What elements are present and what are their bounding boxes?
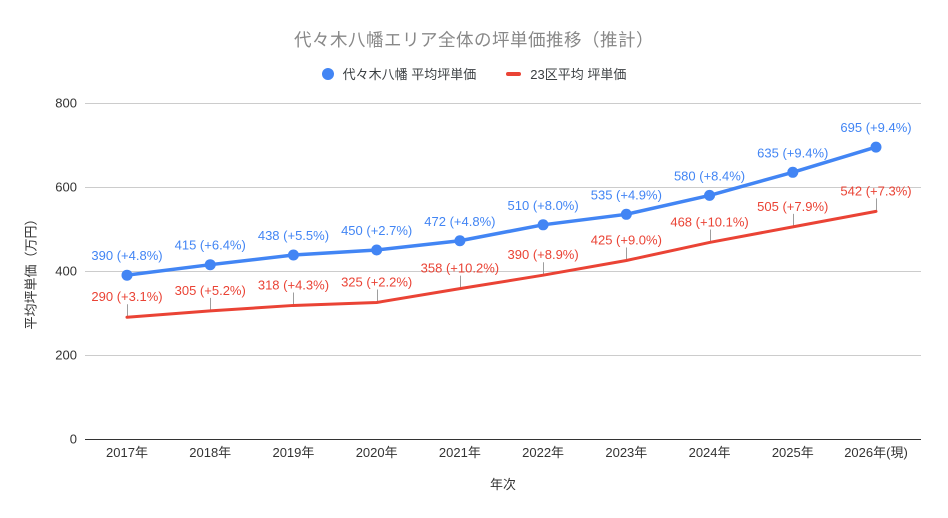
data-point-0 <box>287 249 299 261</box>
data-point-0 <box>371 244 383 256</box>
point-annotation-1: 542 (+7.3%) <box>840 183 911 198</box>
x-tick-label: 2020年 <box>356 445 398 460</box>
x-tick-label: 2018年 <box>189 445 231 460</box>
point-annotation-1: 318 (+4.3%) <box>258 277 329 292</box>
chart-title: 代々木八幡エリア全体の坪単価推移（推計） <box>294 30 654 50</box>
x-tick-label: 2023年 <box>605 445 647 460</box>
x-tick-label: 2021年 <box>439 445 481 460</box>
data-point-0 <box>620 208 632 220</box>
x-tick-label: 2025年 <box>772 445 814 460</box>
data-point-0 <box>787 166 799 178</box>
x-tick-label: 2026年(現) <box>844 445 908 460</box>
y-tick-label: 400 <box>55 264 77 279</box>
point-annotation-1: 505 (+7.9%) <box>757 199 828 214</box>
x-axis-title: 年次 <box>489 477 516 492</box>
y-tick-label: 800 <box>55 96 77 111</box>
point-annotation-1: 468 (+10.1%) <box>670 214 748 229</box>
y-tick-label: 200 <box>55 348 77 363</box>
legend-circle-marker-icon <box>321 67 334 80</box>
point-annotation-0: 580 (+8.4%) <box>674 168 745 183</box>
legend-label: 代々木八幡 平均坪単価 <box>342 67 477 82</box>
point-annotation-1: 425 (+9.0%) <box>591 233 662 248</box>
point-annotation-0: 438 (+5.5%) <box>258 228 329 243</box>
x-tick-label: 2017年 <box>106 445 148 460</box>
point-annotation-0: 450 (+2.7%) <box>341 223 412 238</box>
legend-label: 23区平均 坪単価 <box>530 67 627 82</box>
data-point-0 <box>121 269 133 281</box>
legend-item-yoyogihachiman: 代々木八幡 平均坪単価 <box>321 64 477 83</box>
data-point-0 <box>537 219 549 231</box>
legend: 代々木八幡 平均坪単価 23区平均 坪単価 <box>0 64 948 83</box>
y-tick-label: 600 <box>55 180 77 195</box>
series-line-0 <box>125 145 878 277</box>
x-tick-label: 2019年 <box>272 445 314 460</box>
point-annotation-0: 390 (+4.8%) <box>91 248 162 263</box>
point-annotation-1: 305 (+5.2%) <box>175 283 246 298</box>
legend-line-marker-icon <box>506 71 522 76</box>
point-annotation-0: 695 (+9.4%) <box>840 120 911 135</box>
point-annotation-0: 472 (+4.8%) <box>424 214 495 229</box>
point-annotation-0: 415 (+6.4%) <box>175 238 246 253</box>
point-annotation-0: 510 (+8.0%) <box>508 198 579 213</box>
data-point-0 <box>704 189 716 201</box>
point-annotation-1: 325 (+2.2%) <box>341 275 412 290</box>
point-annotation-1: 390 (+8.9%) <box>508 247 579 262</box>
point-annotation-1: 290 (+3.1%) <box>91 289 162 304</box>
point-annotation-0: 635 (+9.4%) <box>757 145 828 160</box>
y-axis-title: 平均坪単価（万円） <box>23 212 39 330</box>
data-point-0 <box>204 259 216 271</box>
data-point-0 <box>870 141 882 153</box>
x-tick-label: 2024年 <box>689 445 731 460</box>
x-tick-label: 2022年 <box>522 445 564 460</box>
point-annotation-1: 358 (+10.2%) <box>421 261 499 276</box>
y-tick-label: 0 <box>70 432 77 447</box>
point-annotation-0: 535 (+4.9%) <box>591 187 662 202</box>
series-line-1 <box>125 209 878 319</box>
data-point-0 <box>454 235 466 247</box>
legend-item-23ku: 23区平均 坪単価 <box>506 64 626 83</box>
